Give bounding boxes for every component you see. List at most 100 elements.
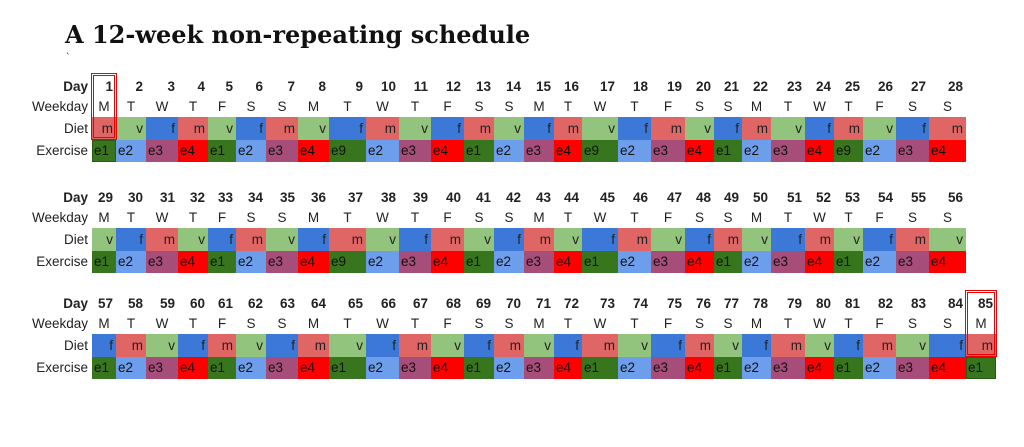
weekday-cell[interactable]: T — [563, 99, 573, 114]
day-cell[interactable]: 22 — [752, 79, 768, 94]
weekday-cell[interactable]: F — [217, 316, 227, 331]
diet-cell[interactable]: m — [771, 334, 805, 357]
exercise-cell[interactable]: e4 — [805, 357, 834, 379]
exercise-cell[interactable]: e3 — [651, 357, 685, 379]
exercise-cell[interactable]: e3 — [146, 357, 178, 379]
day-cell[interactable]: 28 — [947, 79, 963, 94]
exercise-cell[interactable]: e1 — [834, 357, 863, 379]
day-cell[interactable]: 30 — [127, 190, 143, 205]
day-cell[interactable]: 52 — [815, 190, 831, 205]
weekday-cell[interactable]: M — [98, 99, 110, 114]
exercise-cell[interactable]: e4 — [298, 251, 329, 273]
diet-cell[interactable]: m — [742, 117, 771, 140]
weekday-cell[interactable]: W — [155, 99, 169, 114]
exercise-cell[interactable]: e4 — [431, 251, 464, 273]
weekday-cell[interactable]: M — [750, 210, 763, 225]
day-cell[interactable]: 48 — [695, 190, 711, 205]
day-cell[interactable]: 55 — [910, 190, 926, 205]
weekday-cell[interactable]: W — [376, 210, 389, 225]
day-cell[interactable]: 80 — [815, 296, 831, 311]
exercise-cell[interactable]: e3 — [399, 357, 431, 379]
diet-cell[interactable]: v — [618, 334, 651, 357]
exercise-cell[interactable]: e1 — [208, 251, 236, 273]
diet-cell[interactable]: v — [399, 117, 431, 140]
weekday-cell[interactable]: S — [907, 99, 917, 114]
diet-cell[interactable]: m — [92, 117, 116, 140]
exercise-cell[interactable]: e1 — [714, 251, 742, 273]
weekday-cell[interactable]: T — [783, 210, 793, 225]
day-cell[interactable]: 66 — [380, 296, 396, 311]
weekday-cell[interactable]: T — [630, 99, 639, 114]
day-cell[interactable]: 23 — [786, 79, 802, 94]
exercise-cell[interactable]: e3 — [896, 357, 929, 379]
weekday-cell[interactable]: T — [188, 210, 198, 225]
weekday-cell[interactable]: T — [783, 99, 793, 114]
diet-cell[interactable]: v — [146, 334, 178, 357]
diet-cell[interactable]: v — [863, 117, 896, 140]
exercise-cell[interactable]: e9 — [329, 140, 366, 162]
day-cell[interactable]: 34 — [247, 190, 263, 205]
day-cell[interactable]: 29 — [97, 190, 113, 205]
diet-cell[interactable]: m — [298, 334, 329, 357]
exercise-cell[interactable]: e4 — [929, 251, 966, 273]
weekday-cell[interactable]: M — [975, 316, 987, 331]
day-cell[interactable]: 2 — [135, 79, 143, 94]
day-cell[interactable]: 44 — [563, 190, 579, 205]
diet-cell[interactable]: m — [929, 117, 966, 140]
exercise-cell[interactable]: e2 — [742, 140, 771, 162]
weekday-cell[interactable]: M — [533, 210, 545, 225]
day-cell[interactable]: 69 — [475, 296, 491, 311]
diet-cell[interactable]: m — [524, 228, 554, 251]
weekday-cell[interactable]: S — [474, 316, 484, 331]
exercise-cell[interactable]: e4 — [431, 357, 464, 379]
day-cell[interactable]: 45 — [599, 190, 615, 205]
exercise-cell[interactable]: e2 — [236, 251, 266, 273]
day-cell[interactable]: 26 — [877, 79, 893, 94]
diet-cell[interactable]: f — [178, 334, 208, 357]
diet-cell[interactable]: m — [464, 117, 494, 140]
diet-cell[interactable]: v — [208, 117, 236, 140]
diet-cell[interactable]: f — [554, 334, 582, 357]
day-cell[interactable]: 18 — [632, 79, 648, 94]
diet-cell[interactable]: m — [896, 228, 929, 251]
day-cell[interactable]: 7 — [287, 79, 295, 94]
weekday-cell[interactable]: S — [694, 316, 704, 331]
diet-cell[interactable]: v — [714, 334, 742, 357]
exercise-cell[interactable]: e2 — [366, 251, 399, 273]
weekday-cell[interactable]: S — [246, 99, 256, 114]
diet-cell[interactable]: f — [651, 334, 685, 357]
exercise-cell[interactable]: e2 — [116, 357, 146, 379]
exercise-cell[interactable]: e1 — [582, 357, 618, 379]
diet-cell[interactable]: m — [863, 334, 896, 357]
diet-cell[interactable]: f — [236, 117, 266, 140]
exercise-cell[interactable]: e4 — [685, 251, 714, 273]
day-cell[interactable]: 39 — [412, 190, 428, 205]
exercise-cell[interactable]: e3 — [266, 251, 298, 273]
diet-cell[interactable]: v — [236, 334, 266, 357]
day-cell[interactable]: 16 — [563, 79, 579, 94]
exercise-cell[interactable]: e1 — [208, 357, 236, 379]
day-cell[interactable]: 70 — [505, 296, 521, 311]
diet-cell[interactable]: v — [685, 117, 714, 140]
day-cell[interactable]: 21 — [723, 79, 739, 94]
exercise-cell[interactable]: e2 — [366, 140, 399, 162]
diet-cell[interactable]: f — [714, 117, 742, 140]
exercise-cell[interactable]: e2 — [494, 251, 524, 273]
weekday-cell[interactable]: S — [723, 316, 733, 331]
day-cell[interactable]: 85 — [977, 296, 993, 311]
exercise-cell[interactable]: e1 — [208, 140, 236, 162]
exercise-cell[interactable]: e4 — [685, 357, 714, 379]
weekday-cell[interactable]: S — [942, 316, 952, 331]
weekday-cell[interactable]: T — [126, 99, 136, 114]
exercise-cell[interactable]: e4 — [929, 140, 966, 162]
diet-cell[interactable]: m — [399, 334, 431, 357]
exercise-cell[interactable]: e3 — [896, 251, 929, 273]
exercise-cell[interactable]: e3 — [771, 251, 805, 273]
exercise-cell[interactable]: e1 — [92, 251, 116, 273]
day-cell[interactable]: 84 — [947, 296, 963, 311]
weekday-cell[interactable]: T — [630, 210, 639, 225]
weekday-cell[interactable]: F — [875, 99, 884, 114]
day-cell[interactable]: 15 — [535, 79, 551, 94]
weekday-cell[interactable]: F — [217, 99, 227, 114]
diet-cell[interactable]: v — [266, 228, 298, 251]
